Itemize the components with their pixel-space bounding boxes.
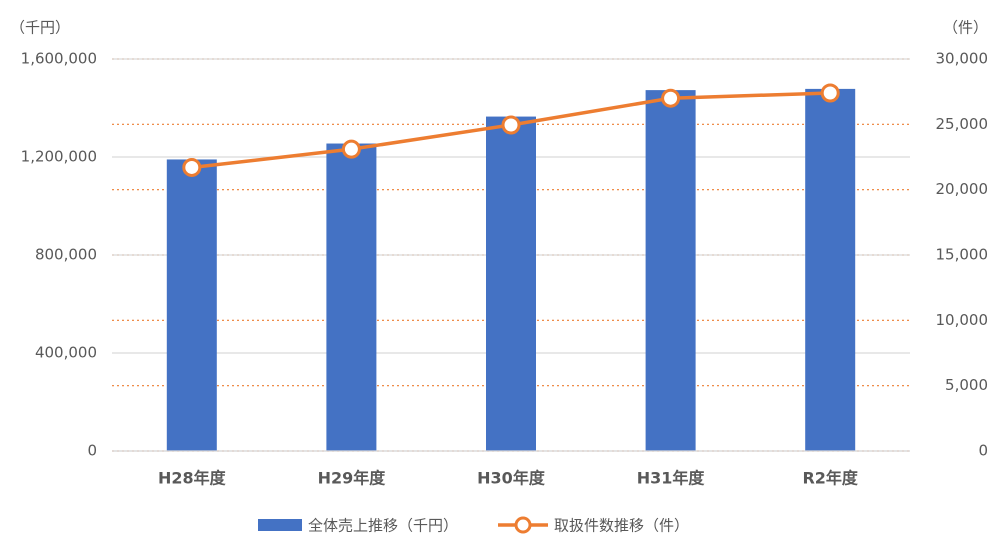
y-tick-label: 800,000 xyxy=(35,246,97,264)
legend-swatch xyxy=(258,519,302,531)
y-unit-label: （千円） xyxy=(10,19,70,37)
bar xyxy=(166,159,217,451)
line-marker xyxy=(341,139,361,159)
x-tick-label: H28年度 xyxy=(158,469,227,488)
x-tick-label: H31年度 xyxy=(637,469,706,488)
y-tick-label: 0 xyxy=(87,442,97,460)
line-marker xyxy=(182,157,202,177)
x-tick-label: H30年度 xyxy=(477,469,546,488)
line-marker xyxy=(501,115,521,135)
y2-unit-label: （件） xyxy=(943,19,988,37)
y2-tick-label: 10,000 xyxy=(936,311,989,329)
legend-swatch-marker xyxy=(514,516,532,534)
y-tick-label: 1,600,000 xyxy=(21,50,97,68)
y2-tick-label: 5,000 xyxy=(945,376,988,394)
y2-tick-label: 20,000 xyxy=(936,180,989,198)
legend-label: 取扱件数推移（件） xyxy=(554,517,689,535)
y-tick-label: 1,200,000 xyxy=(21,148,97,166)
x-tick-label: H29年度 xyxy=(318,469,387,488)
line-marker xyxy=(661,88,681,108)
y2-tick-label: 15,000 xyxy=(936,246,989,264)
y-tick-label: 400,000 xyxy=(35,344,97,362)
y2-tick-label: 0 xyxy=(978,442,988,460)
x-tick-label: R2年度 xyxy=(802,469,858,488)
bar xyxy=(805,88,856,451)
bar xyxy=(326,143,377,451)
bar xyxy=(645,90,696,452)
legend-label: 全体売上推移（千円） xyxy=(308,517,458,535)
y2-tick-label: 25,000 xyxy=(936,115,989,133)
bar xyxy=(486,116,536,451)
y2-tick-label: 30,000 xyxy=(936,50,989,68)
line-marker xyxy=(820,83,840,103)
